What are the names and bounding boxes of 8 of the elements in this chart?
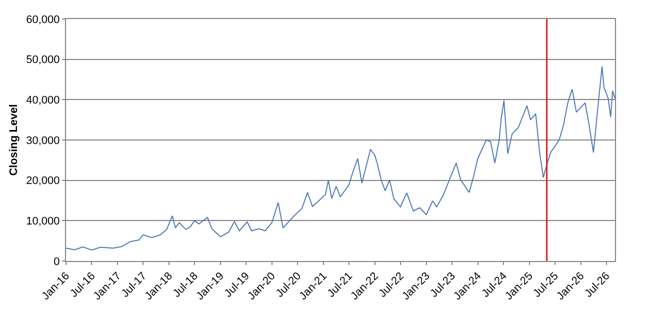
y-tick-label: 40,000 — [26, 94, 60, 107]
y-tick-label: 10,000 — [26, 216, 60, 228]
y-axis-title: Closing Level — [8, 104, 20, 176]
y-tick-label: 30,000 — [26, 134, 60, 147]
y-tick-label: 0 — [54, 256, 60, 268]
y-tick-label: 20,000 — [26, 175, 60, 188]
y-tick-label: 60,000 — [26, 14, 60, 26]
y-tick-label: 50,000 — [26, 54, 60, 66]
